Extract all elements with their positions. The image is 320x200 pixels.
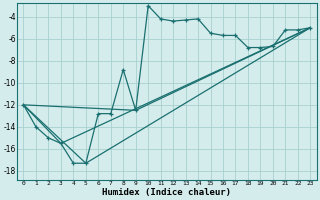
X-axis label: Humidex (Indice chaleur): Humidex (Indice chaleur) <box>102 188 231 197</box>
